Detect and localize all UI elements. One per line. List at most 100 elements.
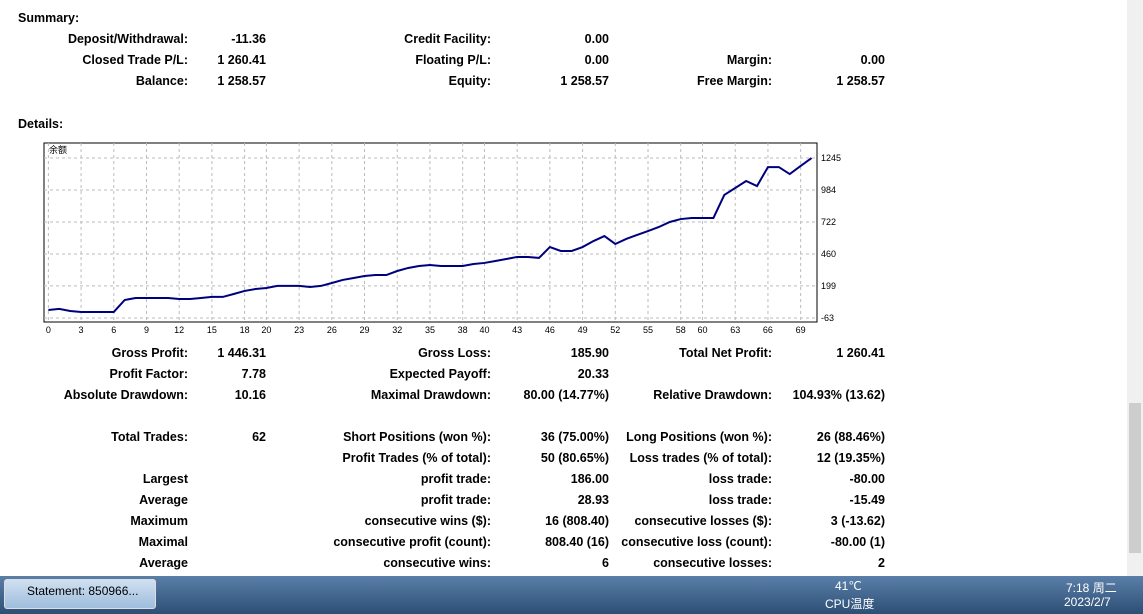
field-value: 26 (88.46%) — [816, 430, 885, 444]
x-tick-label: 18 — [240, 325, 250, 335]
field-label: Total Net Profit: — [679, 346, 772, 360]
field-label: consecutive loss (count): — [621, 535, 772, 549]
field-label: Relative Drawdown: — [653, 388, 772, 402]
field-label: Maximal Drawdown: — [370, 388, 491, 402]
field-label: Total Trades: — [111, 430, 188, 444]
x-tick-label: 63 — [730, 325, 740, 335]
field-value: 104.93% (13.62) — [792, 388, 885, 402]
field-label: loss trade: — [708, 472, 772, 486]
field-value: 808.40 (16) — [545, 535, 609, 549]
field-value: 186.00 — [570, 472, 609, 486]
x-tick-label: 3 — [79, 325, 84, 335]
field-value: 10.16 — [234, 388, 266, 402]
x-tick-label: 0 — [46, 325, 51, 335]
field-value: -11.36 — [231, 32, 266, 46]
field-label: Profit Factor: — [109, 367, 188, 381]
details-title: Details: — [18, 117, 64, 131]
field-label: Loss trades (% of total): — [629, 451, 772, 465]
y-tick-label: 1245 — [821, 153, 841, 163]
balance-line — [48, 157, 813, 313]
summary-title: Summary: — [18, 11, 80, 25]
field-value: -80.00 — [849, 472, 885, 486]
taskbar: Statement: 850966... 41℃ CPU温度 7:18 周二 2… — [0, 576, 1143, 614]
x-tick-label: 43 — [512, 325, 522, 335]
field-value: 1 258.57 — [560, 74, 609, 88]
x-tick-label: 26 — [327, 325, 337, 335]
x-tick-label: 6 — [111, 325, 116, 335]
x-tick-label: 23 — [294, 325, 304, 335]
y-tick-label: 199 — [821, 281, 836, 291]
field-label: Closed Trade P/L: — [82, 53, 188, 67]
field-label: Maximum — [130, 514, 188, 528]
field-value: 0.00 — [584, 53, 609, 67]
field-label: Equity: — [448, 74, 491, 88]
y-tick-label: 984 — [821, 185, 836, 195]
sensor: CPU温度 — [825, 597, 875, 611]
scroll-thumb[interactable] — [1129, 403, 1141, 553]
field-value: 2 — [878, 556, 885, 570]
temperature: 41℃ — [835, 579, 862, 593]
x-tick-label: 9 — [144, 325, 149, 335]
field-label: Free Margin: — [696, 74, 772, 88]
x-tick-label: 66 — [763, 325, 773, 335]
field-value: 1 258.57 — [836, 74, 885, 88]
field-value: 7.78 — [241, 367, 266, 381]
y-tick-label: -63 — [821, 313, 834, 323]
field-label: Average — [139, 556, 188, 570]
y-tick-label: 722 — [821, 217, 836, 227]
field-label: Long Positions (won %): — [626, 430, 772, 444]
field-value: 185.90 — [570, 346, 609, 360]
field-label: Credit Facility: — [404, 32, 491, 46]
field-label: consecutive wins: — [383, 556, 491, 570]
x-tick-label: 29 — [360, 325, 370, 335]
task-label[interactable]: Statement: 850966... — [27, 584, 139, 598]
x-tick-label: 69 — [796, 325, 806, 335]
field-label: loss trade: — [708, 493, 772, 507]
field-label: profit trade: — [420, 472, 491, 486]
field-label: Average — [139, 493, 188, 507]
x-tick-label: 15 — [207, 325, 217, 335]
field-label: Balance: — [135, 74, 188, 88]
field-value: 1 258.57 — [217, 74, 266, 88]
clock: 7:18 周二 — [1066, 581, 1117, 595]
field-label: consecutive losses: — [653, 556, 772, 570]
field-label: consecutive profit (count): — [333, 535, 491, 549]
field-label: Gross Loss: — [418, 346, 491, 360]
field-value: 62 — [252, 430, 266, 444]
field-label: consecutive losses ($): — [634, 514, 772, 528]
task-button[interactable] — [4, 579, 156, 609]
field-value: 0.00 — [584, 32, 609, 46]
field-value: 12 (19.35%) — [816, 451, 885, 465]
field-label: Maximal — [138, 535, 188, 549]
field-label: Floating P/L: — [415, 53, 491, 67]
x-tick-label: 46 — [545, 325, 555, 335]
field-label: Deposit/Withdrawal: — [67, 32, 188, 46]
y-tick-label: 460 — [821, 249, 836, 259]
field-label: Margin: — [726, 53, 772, 67]
field-value: 1 260.41 — [836, 346, 885, 360]
field-value: -80.00 (1) — [830, 535, 885, 549]
field-label: Absolute Drawdown: — [63, 388, 188, 402]
field-value: 80.00 (14.77%) — [523, 388, 609, 402]
x-tick-label: 49 — [578, 325, 588, 335]
x-tick-label: 55 — [643, 325, 653, 335]
field-label: consecutive wins ($): — [364, 514, 491, 528]
field-value: 1 446.31 — [217, 346, 266, 360]
chart-title: 余额 — [49, 144, 67, 155]
date: 2023/2/7 — [1064, 595, 1111, 609]
field-label: Profit Trades (% of total): — [342, 451, 491, 465]
x-tick-label: 20 — [261, 325, 271, 335]
field-label: Short Positions (won %): — [343, 430, 491, 444]
x-tick-label: 38 — [458, 325, 468, 335]
field-value: 16 (808.40) — [545, 514, 609, 528]
x-tick-label: 35 — [425, 325, 435, 335]
plot-frame — [43, 142, 818, 323]
field-value: 50 (80.65%) — [540, 451, 609, 465]
field-label: profit trade: — [420, 493, 491, 507]
field-value: 36 (75.00%) — [540, 430, 609, 444]
x-tick-label: 58 — [676, 325, 686, 335]
x-tick-label: 32 — [392, 325, 402, 335]
field-value: 3 (-13.62) — [830, 514, 885, 528]
